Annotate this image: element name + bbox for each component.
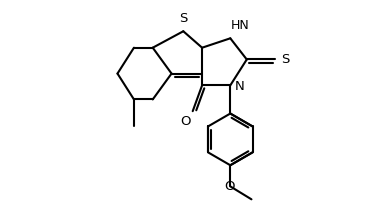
Text: O: O [180,115,190,128]
Text: O: O [224,180,234,193]
Text: S: S [179,12,188,25]
Text: S: S [281,53,289,66]
Text: N: N [235,80,244,93]
Text: HN: HN [230,19,249,32]
